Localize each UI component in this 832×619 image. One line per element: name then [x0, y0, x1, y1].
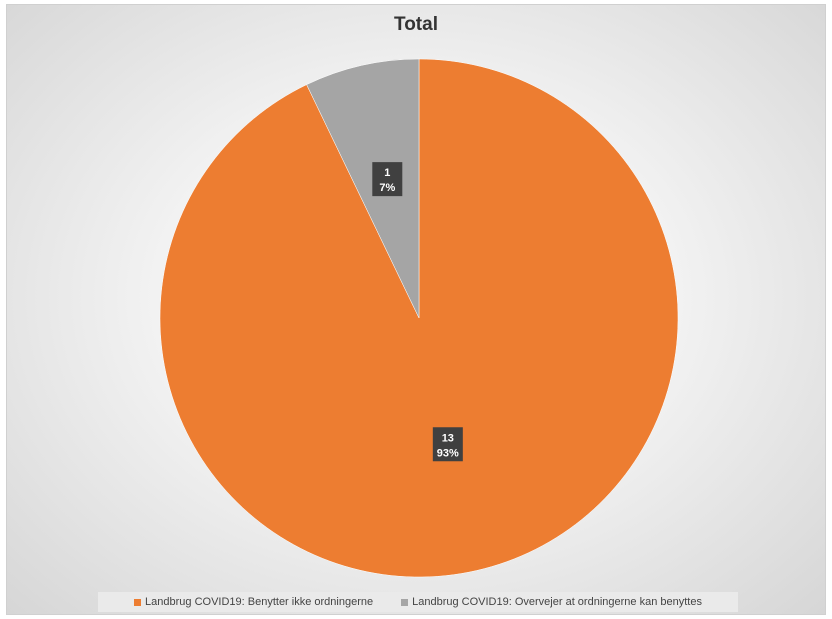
legend-swatch-1 [401, 598, 409, 606]
legend-swatch-0 [134, 598, 142, 606]
chart-title: Total [394, 14, 438, 35]
data-label-box-1 [372, 162, 403, 197]
data-label-percent-0: 93% [437, 447, 459, 459]
data-label-value-1: 1 [384, 167, 390, 179]
legend-item-0: Landbrug COVID19: Benytter ikke ordninge… [134, 596, 373, 608]
legend-label-1: Landbrug COVID19: Overvejer at ordninger… [412, 596, 702, 608]
data-label-percent-1: 7% [379, 182, 395, 194]
data-label-value-0: 13 [442, 432, 454, 444]
data-label-1: 17% [372, 162, 403, 197]
legend-item-1: Landbrug COVID19: Overvejer at ordninger… [401, 596, 702, 608]
legend: Landbrug COVID19: Benytter ikke ordninge… [98, 592, 738, 612]
data-label-box-0 [432, 427, 463, 462]
pie-slice-1 [306, 58, 420, 319]
legend-label-0: Landbrug COVID19: Benytter ikke ordninge… [145, 596, 374, 608]
